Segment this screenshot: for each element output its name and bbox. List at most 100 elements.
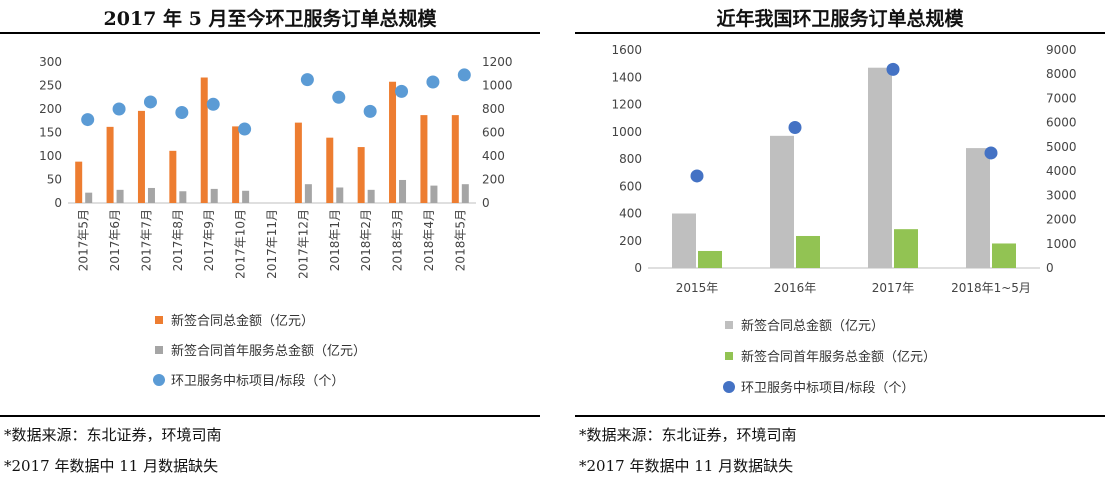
right-y2-tick-label: 4000 [1046,164,1077,178]
right-y2-tick-label: 2000 [1046,213,1077,227]
left-point-projects [300,73,314,87]
left-x-tick-label: 2017年6月 [108,209,122,271]
left-bar-first-year [85,192,93,203]
right-y2-tick-label: 6000 [1046,116,1077,130]
left-x-tick-label: 2018年4月 [422,209,436,271]
right-x-tick-label: 2016年 [774,281,817,295]
left-y2-tick-label: 400 [482,149,505,163]
right-legend-swatch [725,352,733,360]
left-chart-panel: 2017 年 5 月至今环卫服务订单总规模 0 50 100 150 200 250 300… [0,0,540,479]
right-y2-tick-label: 3000 [1046,188,1077,202]
right-point-projects [690,169,704,183]
left-x-tick-label: 2018年1月 [328,209,342,271]
right-bar-first-year [796,235,820,268]
right-y-tick-label: 400 [619,207,642,221]
left-y-tick-label: 300 [39,55,62,69]
right-missing-data-note: *2017 年数据中 11 月数据缺失 [579,457,794,475]
right-y2-tick-label: 9000 [1046,43,1077,57]
left-y2-tick-label: 1200 [482,55,513,69]
left-y2-tick-label: 600 [482,126,505,140]
left-legend-swatch [155,346,163,354]
left-x-tick-label: 2018年5月 [453,209,467,271]
right-y-tick-label: 1200 [611,98,642,112]
right-y2-tick-label: 1000 [1046,237,1077,251]
right-point-projects [886,62,900,76]
right-chart-title: 近年我国环卫服务订单总规模 [716,8,964,30]
left-bar-first-year [430,185,438,203]
right-bar-total [672,213,696,268]
left-bar-total [357,147,365,203]
left-point-projects [206,97,220,111]
left-legend-label: 环卫服务中标项目/标段（个） [171,373,344,389]
right-x-tick-label: 2018年1~5月 [951,281,1031,295]
left-bar-total [326,137,334,203]
right-y-tick-label: 600 [619,179,642,193]
left-point-projects [395,84,409,98]
right-y-tick-label: 200 [619,234,642,248]
left-y-tick-label: 250 [39,79,62,93]
left-bar-first-year [399,179,407,203]
left-bar-total [75,161,83,203]
right-bar-total [966,148,990,268]
left-x-tick-label: 2017年9月 [202,209,216,271]
left-y-tick-label: 150 [39,126,62,140]
left-chart-title: 2017 年 5 月至今环卫服务订单总规模 [103,8,437,30]
left-bar-total [169,150,177,203]
left-bar-total [389,81,397,203]
right-x-tick-label: 2017年 [872,281,915,295]
left-bar-total [106,126,114,203]
left-y2-tick-label: 1000 [482,79,513,93]
left-bar-total [294,122,302,203]
left-legend-swatch [155,316,163,324]
left-bar-total [137,110,145,203]
left-bar-first-year [336,187,344,203]
left-x-tick-label: 2017年8月 [171,209,185,271]
left-bar-first-year [304,184,312,203]
left-bar-total [420,115,428,203]
right-top-rule [575,32,1105,34]
left-y2-tick-label: 200 [482,173,505,187]
right-y2-tick-label: 0 [1046,261,1054,275]
left-point-projects [238,122,252,136]
left-y2-tick-label: 800 [482,102,505,116]
right-bar-first-year [698,250,722,268]
left-bar-first-year [210,188,218,203]
left-point-projects [143,95,157,109]
left-y-tick-label: 200 [39,102,62,116]
right-bar-total [770,135,794,268]
right-legend-label: 新签合同首年服务总金额（亿元） [741,349,936,365]
left-point-projects [363,104,377,118]
left-point-projects [332,90,346,104]
left-point-projects [112,102,126,116]
left-missing-data-note: *2017 年数据中 11 月数据缺失 [4,457,219,475]
right-bar-first-year [992,243,1016,268]
left-x-tick-label: 2017年10月 [234,209,248,279]
right-point-projects [984,146,998,160]
left-x-tick-label: 2018年3月 [391,209,405,271]
right-legend-label: 环卫服务中标项目/标段（个） [741,380,914,396]
left-legend-label: 新签合同首年服务总金额（亿元） [171,343,366,359]
left-y-tick-label: 100 [39,149,62,163]
right-source-note: *数据来源：东北证券，环境司南 [579,426,797,444]
left-legend-swatch [153,374,165,386]
left-bar-first-year [179,191,187,203]
right-bar-total [868,67,892,269]
right-bottom-rule [575,415,1105,417]
right-legend-swatch [725,321,733,329]
left-bar-total [200,77,208,203]
right-y-tick-label: 800 [619,152,642,166]
left-point-projects [457,68,471,82]
left-bottom-rule [0,415,540,417]
left-bar-first-year [242,190,250,203]
right-point-projects [788,121,802,135]
left-bar-first-year [116,189,124,203]
left-y-tick-label: 0 [54,196,62,210]
left-top-rule [0,32,540,34]
left-y2-tick-label: 0 [482,196,490,210]
left-x-tick-label: 2017年5月 [77,209,91,271]
left-x-tick-label: 2018年2月 [359,209,373,271]
right-y-tick-label: 1600 [611,43,642,57]
right-x-tick-label: 2015年 [676,281,719,295]
left-chart: 0 50 100 150 200 250 300 0 200 400 600 800 1000 1200 2… [39,55,513,389]
right-bar-first-year [894,229,918,268]
